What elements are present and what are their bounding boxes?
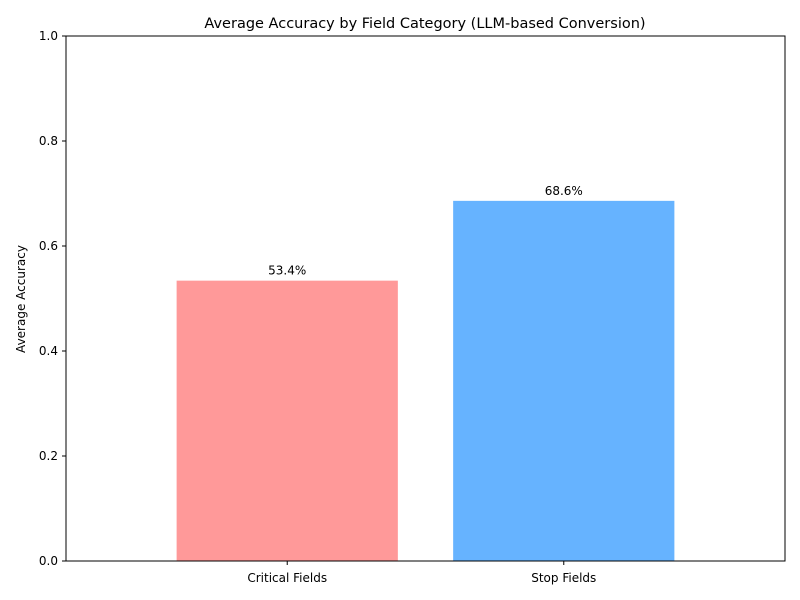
y-tick-label: 0.2: [39, 449, 58, 463]
plot-frame: [65, 35, 786, 562]
y-axis-label: Average Accuracy: [14, 245, 28, 353]
bar-stop-fields: [453, 200, 675, 561]
y-tick-label: 0.6: [39, 239, 58, 253]
x-tick-label: Stop Fields: [531, 571, 596, 585]
data-label: 68.6%: [545, 184, 583, 198]
y-tick-label: 1.0: [39, 29, 58, 43]
plot-area: 53.4% Critical Fields 68.6% Stop Fields 0.0 0…: [39, 29, 786, 585]
y-tick-label: 0.0: [39, 554, 58, 568]
chart-title: Average Accuracy by Field Category (LLM-…: [204, 16, 645, 32]
x-tick-label: Critical Fields: [247, 571, 327, 585]
bar-critical-fields: [176, 280, 398, 561]
y-tick-label: 0.8: [39, 134, 58, 148]
data-label: 53.4%: [268, 264, 306, 278]
y-tick-label: 0.4: [39, 344, 58, 358]
